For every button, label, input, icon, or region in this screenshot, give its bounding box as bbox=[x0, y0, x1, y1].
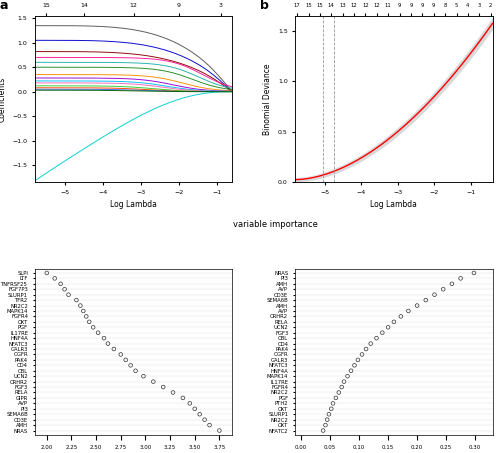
Point bbox=[328, 405, 336, 412]
Point bbox=[338, 383, 345, 390]
Y-axis label: Binomial Deviance: Binomial Deviance bbox=[264, 63, 272, 135]
Point bbox=[319, 427, 327, 434]
Point bbox=[190, 405, 198, 412]
Point bbox=[323, 416, 331, 423]
Point bbox=[56, 280, 64, 288]
Point bbox=[397, 313, 405, 320]
Point bbox=[378, 329, 386, 336]
Point bbox=[325, 410, 333, 418]
Point bbox=[347, 367, 355, 374]
Point bbox=[110, 345, 118, 352]
X-axis label: Log Lambda: Log Lambda bbox=[110, 200, 157, 209]
Point bbox=[206, 421, 214, 429]
Point bbox=[354, 356, 362, 363]
Point bbox=[159, 383, 167, 390]
Point bbox=[322, 421, 330, 429]
Point bbox=[72, 297, 80, 304]
Point bbox=[372, 334, 380, 342]
Point bbox=[89, 323, 97, 331]
Point bbox=[104, 340, 112, 347]
Point bbox=[413, 302, 421, 309]
Point bbox=[430, 291, 438, 299]
Point bbox=[470, 270, 478, 277]
Point bbox=[85, 318, 93, 325]
Point bbox=[196, 410, 203, 418]
Text: b: b bbox=[260, 0, 268, 12]
Point bbox=[200, 416, 208, 423]
Point bbox=[422, 297, 430, 304]
Point bbox=[366, 340, 374, 347]
Point bbox=[82, 313, 90, 320]
Point bbox=[50, 275, 58, 282]
Point bbox=[179, 394, 187, 401]
Point bbox=[169, 389, 177, 396]
Text: a: a bbox=[0, 0, 8, 12]
Point bbox=[448, 280, 456, 288]
Point bbox=[64, 291, 72, 299]
Point bbox=[335, 389, 343, 396]
Point bbox=[150, 378, 158, 385]
Point bbox=[329, 400, 337, 407]
Point bbox=[216, 427, 224, 434]
Point bbox=[358, 351, 366, 358]
Point bbox=[117, 351, 125, 358]
Point bbox=[362, 345, 370, 352]
Point bbox=[140, 372, 147, 380]
Point bbox=[404, 308, 412, 315]
Point bbox=[439, 286, 447, 293]
Text: variable importance: variable importance bbox=[232, 220, 318, 229]
Point bbox=[344, 372, 351, 380]
X-axis label: Log Lambda: Log Lambda bbox=[370, 200, 418, 209]
Point bbox=[80, 308, 88, 315]
Point bbox=[132, 367, 140, 374]
Point bbox=[43, 270, 51, 277]
Point bbox=[60, 286, 68, 293]
Point bbox=[76, 302, 84, 309]
Point bbox=[456, 275, 464, 282]
Point bbox=[100, 334, 108, 342]
Point bbox=[126, 361, 134, 369]
Point bbox=[332, 394, 340, 401]
Point bbox=[390, 318, 398, 325]
Point bbox=[340, 378, 348, 385]
Point bbox=[384, 323, 392, 331]
Point bbox=[94, 329, 102, 336]
Y-axis label: Coefficients: Coefficients bbox=[0, 77, 7, 121]
Point bbox=[122, 356, 130, 363]
Point bbox=[350, 361, 358, 369]
Point bbox=[186, 400, 194, 407]
